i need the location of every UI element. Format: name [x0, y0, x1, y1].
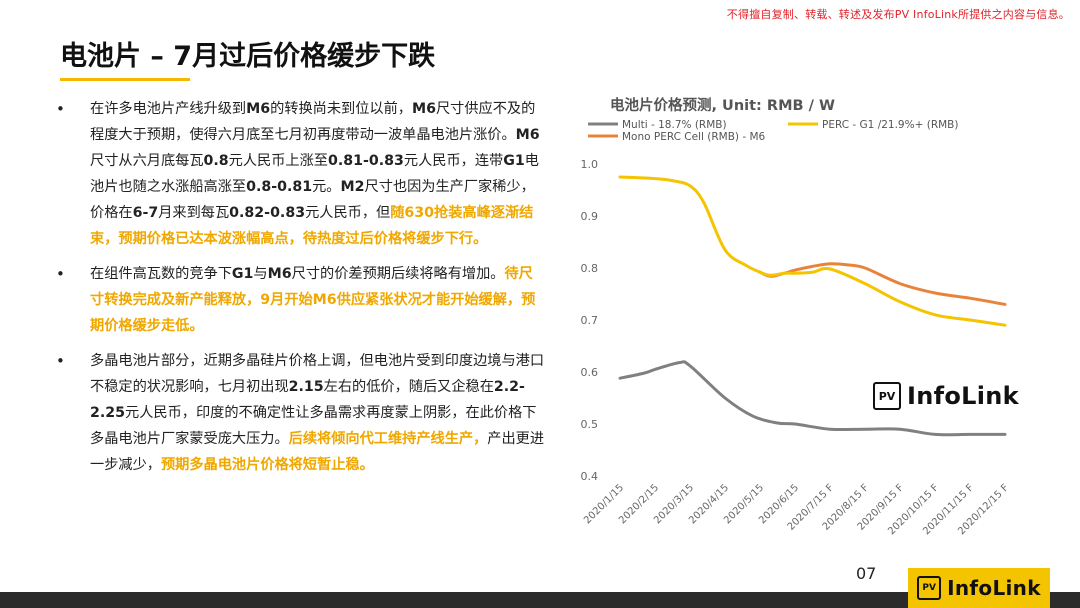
bullet-segment: 待尺寸转换完成及新产能释放，9月开始M6供应紧张状况才能开始缓解，预期价格缓步走… [90, 266, 536, 334]
bullet-segment: 元人民币，印度的不确定性让多晶需求再度蒙上阴影，在此价格下多晶电池片厂家蒙受庞大… [90, 405, 537, 447]
bullet-segment: 元人民币，连带 [403, 153, 504, 169]
bullet-text: 在组件高瓦数的竞争下G1与M6尺寸的价差预期后续将略有增加。待尺寸转换完成及新产… [90, 261, 546, 339]
bullet-segment: M6 [515, 127, 540, 143]
bullet-segment: 6-7 [132, 205, 159, 221]
y-tick-label: 0.6 [581, 366, 599, 379]
bullet-segment: 多晶电池片部分，近期多晶硅片价格上调，但电池片受到印度边境与港口不稳定的状况影响… [90, 353, 545, 395]
y-tick-label: 0.4 [581, 470, 599, 483]
bullet-segment: M6 [411, 101, 436, 117]
bullet-segment: 预期多晶电池片价格将短暂止稳。 [160, 457, 374, 473]
pv-logo-icon: PV [917, 576, 942, 600]
bullet-text: 多晶电池片部分，近期多晶硅片价格上调，但电池片受到印度边境与港口不稳定的状况影响… [90, 348, 546, 478]
logo-text: InfoLink [947, 576, 1041, 600]
chart-svg: Multi - 18.7% (RMB) PERC - G1 /21.9%+ (RM… [581, 119, 1012, 537]
bullet-segment: 尺寸从六月底每瓦 [90, 153, 204, 169]
bullet-segment: 在许多电池片产线升级到 [90, 101, 247, 117]
chart-title: 电池片价格预测, Unit: RMB / W [610, 98, 835, 114]
bullet-dot: • [56, 100, 65, 118]
bullet-segment: 元人民币上涨至 [228, 153, 328, 169]
bullet-item: • 在组件高瓦数的竞争下G1与M6尺寸的价差预期后续将略有增加。待尺寸转换完成及新… [56, 261, 546, 339]
series-line [758, 262, 1007, 306]
bullet-dot: • [56, 352, 65, 370]
bullet-segment: 在组件高瓦数的竞争下 [90, 266, 232, 282]
y-tick-label: 0.7 [581, 314, 599, 327]
bullet-list: • 在许多电池片产线升级到M6的转换尚未到位以前，M6尺寸供应不及的程度大于预期，… [56, 96, 546, 487]
page-number: 07 [856, 564, 877, 583]
bullet-segment: 元人民币，但 [305, 205, 391, 221]
bullet-segment: 的转换尚未到位以前， [270, 101, 412, 117]
bullet-segment: 后续将倾向代工维持产线生产， [288, 431, 488, 447]
legend-label: Mono PERC Cell (RMB) - M6 [622, 131, 766, 143]
bullet-segment: 产出更进一步减少， [90, 431, 545, 473]
page-title: 电池片 – 7月过后价格缓步下跌 [60, 41, 436, 72]
price-chart: 电池片价格预测, Unit: RMB / W Multi - 18.7% (RM… [570, 90, 1030, 550]
bullet-segment: 月来到每瓦 [158, 205, 230, 221]
y-tick-label: 1.0 [581, 158, 599, 171]
legend-label: PERC - G1 /21.9%+ (RMB) [822, 119, 958, 131]
bullet-dot: • [56, 265, 65, 283]
bullet-segment: M6 [246, 101, 271, 117]
bullet-segment: 尺寸也因为生产厂家稀少，价格在 [90, 179, 535, 221]
series-line [618, 175, 1007, 327]
copyright-notice: 不得擅自复制、转载、转述及发布PV InfoLink所提供之内容与信息。 [726, 8, 1070, 21]
bullet-segment: G1 [503, 153, 525, 169]
y-tick-label: 0.9 [581, 210, 599, 223]
legend-label: Multi - 18.7% (RMB) [622, 119, 727, 131]
title-underline [60, 78, 190, 81]
bullet-segment: 0.81-0.83 [327, 153, 404, 169]
y-tick-label: 0.5 [581, 418, 599, 431]
footer-logo: PV InfoLink [908, 568, 1050, 608]
pv-logo-icon: PV [873, 382, 901, 410]
logo-text: InfoLink [907, 382, 1019, 410]
bullet-item: • 在许多电池片产线升级到M6的转换尚未到位以前，M6尺寸供应不及的程度大于预期，… [56, 96, 546, 252]
bullet-segment: M2 [340, 179, 365, 195]
footer-bar [0, 592, 1080, 608]
bullet-text: 在许多电池片产线升级到M6的转换尚未到位以前，M6尺寸供应不及的程度大于预期，使… [90, 96, 546, 252]
bullet-segment: 随630抢装高峰逐渐结束，预期价格已达本波涨幅高点，待热度过后价格将缓步下行。 [90, 205, 534, 247]
bullet-segment: 2.15 [288, 379, 324, 395]
bullet-segment: 尺寸供应不及的程度大于预期，使得六月底至七月初再度带动一波单晶电池片涨价。 [90, 101, 536, 143]
y-tick-label: 0.8 [581, 262, 599, 275]
bullet-segment: 0.8-0.81 [246, 179, 313, 195]
chart-watermark-logo: PV InfoLink [873, 382, 1019, 410]
bullet-segment: G1 [231, 266, 254, 282]
bullet-segment: M6 [267, 266, 292, 282]
bullet-segment: 0.8 [203, 153, 229, 169]
bullet-segment: 左右的低价，随后又企稳在 [323, 379, 494, 395]
bullet-segment: 元。 [312, 179, 341, 195]
bullet-item: • 多晶电池片部分，近期多晶硅片价格上调，但电池片受到印度边境与港口不稳定的状况影… [56, 348, 546, 478]
bullet-segment: 电池片也随之水涨船高涨至 [90, 153, 539, 195]
series-line [618, 360, 1007, 437]
bullet-segment: 0.82-0.83 [229, 205, 306, 221]
bullet-segment: 尺寸的价差预期后续将略有增加。 [291, 266, 505, 282]
bullet-segment: 与 [253, 266, 268, 282]
bullet-segment: 2.2-2.25 [90, 379, 525, 421]
